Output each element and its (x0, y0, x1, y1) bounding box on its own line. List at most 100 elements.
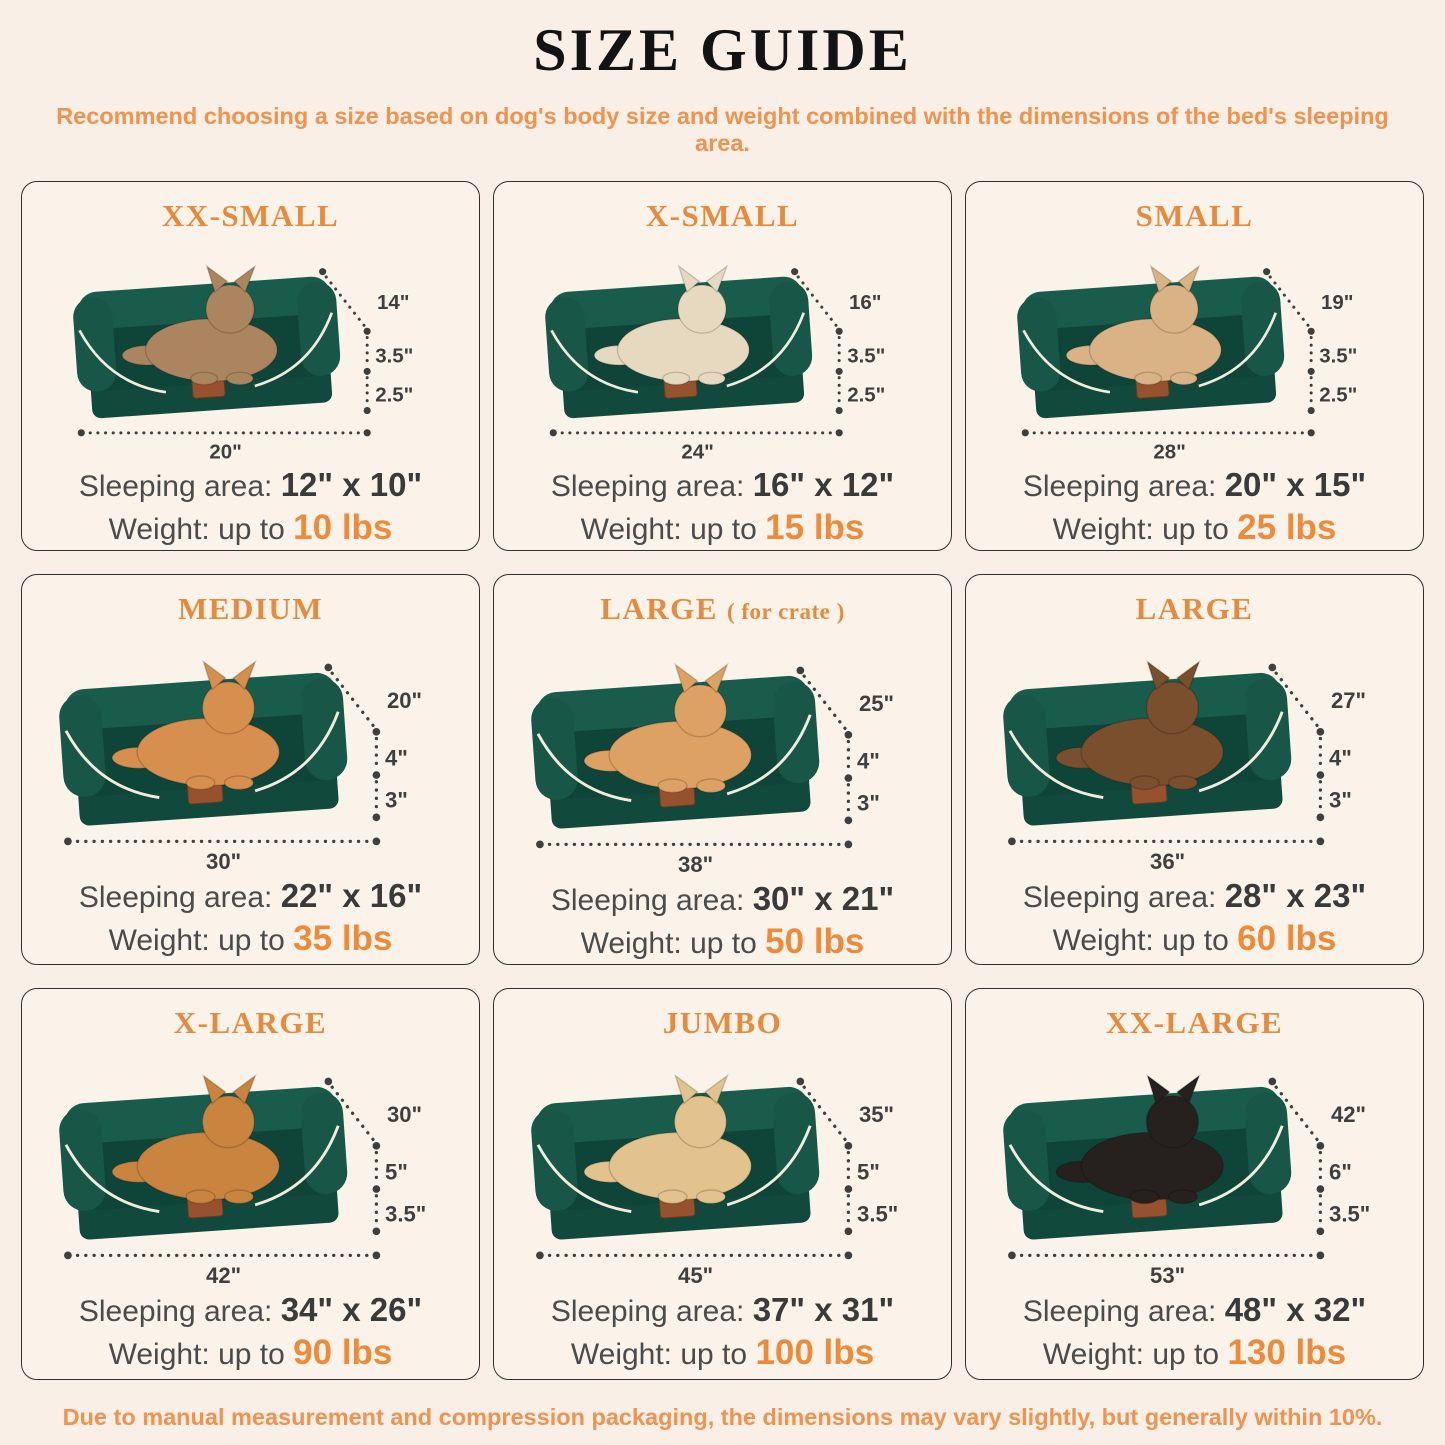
sleeping-area-line: Sleeping area: 28" x 23" (972, 875, 1417, 918)
piping-left (536, 1144, 632, 1213)
bed-left-arm (1003, 695, 1050, 797)
piping-left (64, 730, 160, 799)
pet-silhouette (583, 662, 753, 794)
dog-bed (545, 276, 813, 419)
sleeping-area-label: Sleeping area: (550, 884, 745, 917)
measure-dot (536, 1251, 544, 1260)
sleeping-area-line: Sleeping area: 48" x 32" (972, 1289, 1417, 1332)
size-name: MEDIUM (177, 591, 324, 626)
width-label: 28" (1153, 441, 1185, 464)
size-card: SMALL (965, 181, 1424, 551)
measure-dot (372, 727, 381, 736)
measure-dot (1316, 727, 1325, 736)
bed-illustration: 27" 4" 3" 36" (1003, 659, 1366, 874)
pet-silhouette (1055, 659, 1225, 791)
sleeping-area-line: Sleeping area: 20" x 15" (972, 464, 1417, 507)
pet-paw-left (185, 1189, 216, 1205)
measure-dot (1316, 1227, 1325, 1236)
pet-paw-right (223, 775, 255, 791)
measure-dot (1316, 837, 1325, 846)
weight-line: Weight: up to 90 lbs (28, 1332, 473, 1375)
pet-silhouette (111, 659, 281, 791)
bed-right-arm (1241, 281, 1285, 376)
measure-dot (1307, 429, 1315, 437)
size-cards-grid: XX-SMALL (21, 181, 1424, 1380)
pet-paw-right (1167, 775, 1199, 791)
pet-ear-right (704, 1073, 729, 1105)
bed-right-arm (772, 1092, 820, 1195)
piping-right (726, 714, 812, 796)
bed-left-arm (59, 695, 106, 797)
bed-illustration: 42" 6" 3.5" 53" (1003, 1073, 1370, 1288)
pet-ear-left (202, 659, 227, 691)
pet-ear-right (705, 264, 729, 294)
pet-paw-left (657, 778, 688, 794)
measure-dot (1268, 663, 1277, 672)
bed-back-bolster (550, 276, 803, 330)
size-name: JUMBO (662, 1005, 783, 1040)
measure-dot (1021, 429, 1029, 437)
measure-dot (1307, 407, 1315, 415)
pet-paw-right (223, 1189, 255, 1205)
dog-bed (59, 672, 348, 826)
piping-left (78, 329, 167, 394)
weight-value: 25 lbs (1237, 508, 1337, 547)
measure-dot (844, 1185, 853, 1193)
dog-bed (1017, 276, 1285, 419)
measure-dot (324, 663, 333, 672)
weight-value: 130 lbs (1227, 1333, 1347, 1372)
pet-head (1145, 1095, 1200, 1149)
pet-silhouette (593, 264, 750, 386)
measure-dot (363, 367, 371, 375)
weight-value: 15 lbs (765, 508, 865, 547)
bolster-height-label: 3.5" (1319, 344, 1357, 367)
measure-dot (1316, 771, 1325, 779)
weight-label: Weight: up to (1052, 513, 1229, 546)
piping-left (1008, 1144, 1104, 1213)
bed-back-bolster (536, 675, 809, 733)
width-label: 53" (1150, 1263, 1185, 1288)
measure-dot (835, 367, 843, 375)
measure-dot (372, 837, 381, 846)
size-card: LARGE ( for crate ) (493, 574, 952, 965)
sleeping-area-label: Sleeping area: (1022, 470, 1217, 503)
pet-ear-right (1176, 1073, 1201, 1105)
weight-label: Weight: up to (108, 924, 285, 957)
measure-dot (319, 268, 327, 276)
bed-right-arm (769, 281, 813, 376)
bed-left-arm (545, 297, 589, 392)
pet-paw-left (185, 775, 216, 791)
pet-ear-left (1146, 1073, 1171, 1105)
width-label: 36" (1150, 849, 1185, 874)
pet-head (201, 681, 256, 735)
weight-value: 100 lbs (755, 1333, 875, 1372)
depth-label: 30" (387, 1102, 422, 1127)
pet-ear-right (232, 1073, 257, 1105)
bed-back-bolster (536, 1086, 809, 1144)
weight-line: Weight: up to 130 lbs (972, 1332, 1417, 1375)
pet-head (1145, 681, 1200, 735)
pet-ear-right (1177, 264, 1201, 294)
size-card: X-LARGE (21, 988, 480, 1380)
pet-body (136, 717, 281, 787)
measure-dot (372, 1251, 381, 1260)
pet-head (673, 684, 728, 738)
weight-label: Weight: up to (1042, 1338, 1220, 1371)
measure-dot (844, 1227, 853, 1236)
measure-dot (1316, 1185, 1325, 1193)
sleeping-area-label: Sleeping area: (78, 1295, 273, 1328)
pet-paw-left (1129, 1189, 1160, 1205)
bolster-height-label: 3.5" (847, 344, 885, 367)
measure-dot (835, 327, 843, 335)
size-card: XX-SMALL (21, 181, 480, 551)
measurements: 35" 5" 3.5" 45" (536, 1077, 898, 1288)
pet-paw-left (190, 371, 219, 386)
size-card-title: X-LARGE (28, 1005, 473, 1041)
pet-paw-right (1169, 371, 1198, 386)
bed-illustration: 30" 5" 3.5" 42" (59, 1073, 426, 1288)
piping-left (550, 329, 639, 394)
measure-dot (835, 407, 843, 415)
measurements: 30" 5" 3.5" 42" (64, 1077, 426, 1288)
base-height-label: 3.5" (1329, 1202, 1370, 1227)
pet-body (1080, 1131, 1225, 1201)
